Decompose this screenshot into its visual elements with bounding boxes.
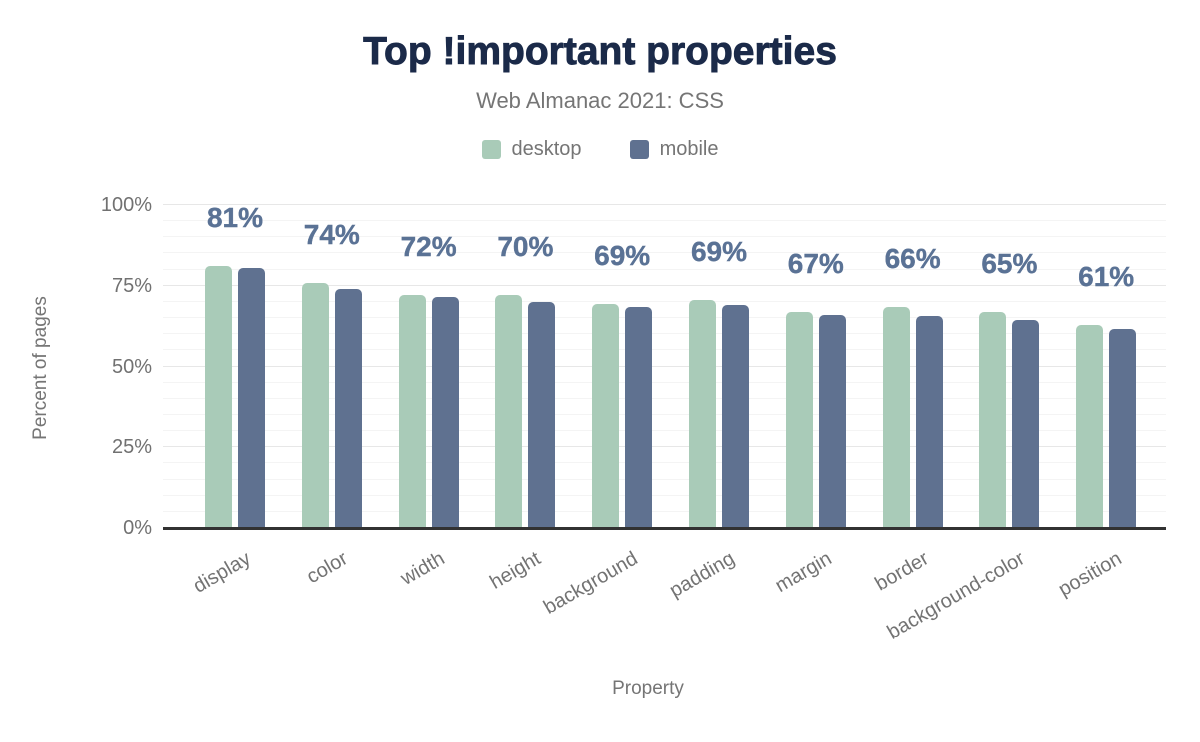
bar-desktop-border[interactable] <box>882 306 910 528</box>
bar-desktop-background[interactable] <box>592 303 620 528</box>
minor-gridline-15 <box>163 478 1166 480</box>
y-tick-50%: 50% <box>111 355 152 378</box>
value-label-color: 74% <box>303 218 360 250</box>
value-label-background: 69% <box>594 239 651 271</box>
major-gridline-25 <box>163 446 1166 448</box>
chart-legend: desktop mobile <box>0 138 1200 161</box>
value-label-border: 66% <box>884 242 941 274</box>
minor-gridline-80 <box>163 268 1166 270</box>
minor-gridline-45 <box>163 381 1166 383</box>
bar-desktop-position[interactable] <box>1076 324 1104 528</box>
bar-mobile-display[interactable] <box>238 268 265 528</box>
major-gridline-100 <box>163 204 1166 205</box>
chart-subtitle: Web Almanac 2021: CSS <box>476 88 724 113</box>
bar-desktop-height[interactable] <box>495 295 523 528</box>
y-tick-100%: 100% <box>100 194 152 216</box>
value-label-display: 81% <box>206 202 264 234</box>
minor-gridline-90 <box>163 236 1166 238</box>
y-tick-75%: 75% <box>111 274 152 297</box>
minor-gridline-20 <box>163 462 1166 464</box>
mobile-swatch-icon <box>629 140 649 159</box>
minor-gridline-95 <box>163 220 1166 222</box>
minor-gridline-30 <box>163 430 1166 432</box>
bar-desktop-display[interactable] <box>205 266 232 528</box>
minor-gridline-10 <box>163 494 1166 496</box>
bar-desktop-padding[interactable] <box>689 300 716 528</box>
desktop-swatch-icon <box>481 140 501 159</box>
legend-item-desktop: desktop <box>481 138 582 161</box>
bar-desktop-color[interactable] <box>301 282 329 528</box>
y-tick-0%: 0% <box>123 517 152 539</box>
bar-desktop-width[interactable] <box>398 295 426 528</box>
x-axis-title: Property <box>612 678 684 699</box>
y-axis-title: Percent of pages <box>30 296 51 440</box>
value-label-width: 72% <box>400 231 457 263</box>
legend-label-mobile: mobile <box>659 138 719 160</box>
bar-mobile-border[interactable] <box>915 316 943 528</box>
bar-mobile-margin[interactable] <box>818 314 846 528</box>
value-label-background-color: 65% <box>981 247 1038 279</box>
minor-gridline-40 <box>163 397 1166 399</box>
bar-mobile-background-color[interactable] <box>1012 319 1040 528</box>
plot-area: 81% 74% 72% 70% 69% 69% 67% 66% 65% 61% <box>163 202 1166 530</box>
minor-gridline-55 <box>163 349 1166 351</box>
value-label-margin: 67% <box>787 247 844 279</box>
bar-desktop-margin[interactable] <box>785 311 813 528</box>
chart-title: Top !important properties <box>363 30 838 74</box>
major-gridline-75 <box>163 284 1166 286</box>
bar-desktop-background-color[interactable] <box>979 311 1007 528</box>
bar-mobile-height[interactable] <box>528 301 556 528</box>
x-axis-line <box>163 527 1166 530</box>
minor-gridline-60 <box>163 333 1166 335</box>
value-label-height: 70% <box>497 231 554 263</box>
minor-gridline-85 <box>163 252 1166 254</box>
bar-mobile-color[interactable] <box>334 288 362 528</box>
major-gridline-50 <box>163 365 1166 367</box>
bar-mobile-position[interactable] <box>1109 329 1137 528</box>
bar-mobile-padding[interactable] <box>722 305 749 528</box>
minor-gridline-70 <box>163 300 1166 302</box>
value-label-position: 61% <box>1078 260 1135 292</box>
bar-mobile-background[interactable] <box>625 306 653 528</box>
minor-gridline-35 <box>163 413 1166 415</box>
value-label-padding: 69% <box>690 236 748 268</box>
legend-item-mobile: mobile <box>629 138 719 161</box>
y-tick-25%: 25% <box>111 436 152 459</box>
minor-gridline-5 <box>163 510 1166 512</box>
bar-mobile-width[interactable] <box>431 297 459 528</box>
minor-gridline-65 <box>163 317 1166 319</box>
legend-label-desktop: desktop <box>511 138 582 160</box>
